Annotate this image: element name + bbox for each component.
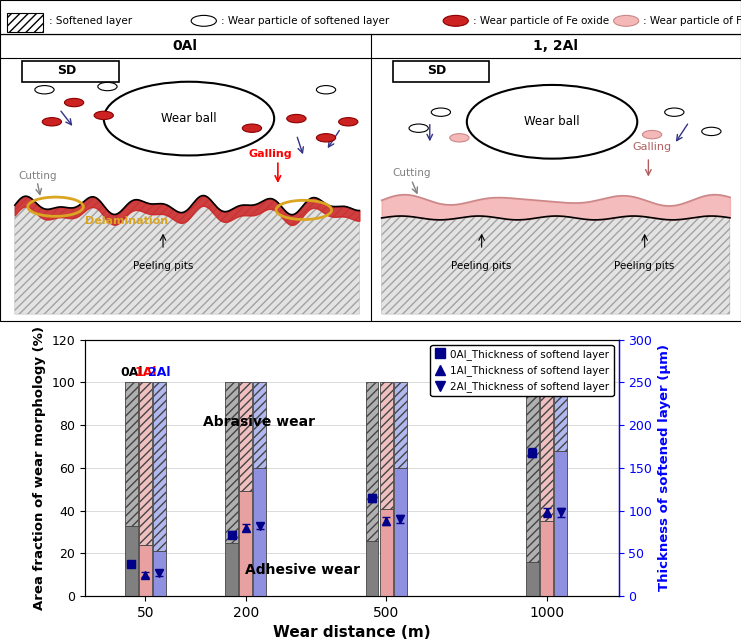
Text: : Softened layer: : Softened layer xyxy=(49,16,132,26)
Bar xyxy=(22,61,119,81)
Bar xyxy=(253,468,266,596)
Bar xyxy=(540,383,553,521)
Circle shape xyxy=(316,134,336,142)
Circle shape xyxy=(702,127,721,135)
Circle shape xyxy=(467,85,637,158)
Circle shape xyxy=(409,124,428,133)
Circle shape xyxy=(450,134,469,142)
Bar xyxy=(239,383,252,492)
Bar xyxy=(365,383,379,540)
Text: : Wear particle of Fe-Al oxide: : Wear particle of Fe-Al oxide xyxy=(643,16,741,26)
Circle shape xyxy=(665,108,684,117)
Circle shape xyxy=(339,117,358,126)
Circle shape xyxy=(191,15,216,26)
Circle shape xyxy=(431,108,451,117)
Bar xyxy=(365,540,379,596)
Bar xyxy=(225,383,238,543)
Text: Peeling pits: Peeling pits xyxy=(614,261,675,271)
Bar xyxy=(393,383,407,468)
Circle shape xyxy=(443,15,468,26)
Circle shape xyxy=(614,15,639,26)
Legend: 0Al_Thickness of softend layer, 1Al_Thickness of softend layer, 2Al_Thickness of: 0Al_Thickness of softend layer, 1Al_Thic… xyxy=(431,345,614,396)
Bar xyxy=(253,383,266,468)
Text: Abrasive wear: Abrasive wear xyxy=(202,415,315,429)
Bar xyxy=(379,383,393,508)
Text: 1, 2Al: 1, 2Al xyxy=(534,40,578,53)
Text: Galling: Galling xyxy=(249,149,292,159)
Text: 2Al: 2Al xyxy=(148,366,170,379)
Y-axis label: Area fraction of wear morphology (%): Area fraction of wear morphology (%) xyxy=(33,326,46,610)
Bar xyxy=(239,492,252,596)
Bar xyxy=(0,33,741,320)
Bar xyxy=(153,551,166,596)
Text: : Wear particle of softened layer: : Wear particle of softened layer xyxy=(221,16,389,26)
Text: Cutting: Cutting xyxy=(393,168,431,178)
Bar xyxy=(540,521,553,596)
Text: 1Al: 1Al xyxy=(134,366,156,379)
Text: 0Al: 0Al xyxy=(173,40,198,53)
Bar xyxy=(393,61,489,81)
Text: Wear ball: Wear ball xyxy=(524,115,580,128)
Bar xyxy=(139,545,152,596)
Bar xyxy=(554,383,567,451)
Text: Peeling pits: Peeling pits xyxy=(451,261,512,271)
Circle shape xyxy=(42,117,62,126)
Bar xyxy=(125,383,138,526)
Text: Galling: Galling xyxy=(633,142,671,153)
Bar xyxy=(139,383,152,545)
Text: 0Al: 0Al xyxy=(120,366,142,379)
Bar xyxy=(153,383,166,551)
Bar xyxy=(379,508,393,596)
Polygon shape xyxy=(15,196,359,314)
Text: Delamination: Delamination xyxy=(85,216,168,226)
Bar xyxy=(554,451,567,596)
Bar xyxy=(526,383,539,562)
Circle shape xyxy=(98,82,117,90)
Bar xyxy=(125,526,138,596)
X-axis label: Wear distance (m): Wear distance (m) xyxy=(273,626,431,640)
Text: Adhesive wear: Adhesive wear xyxy=(245,563,360,578)
Circle shape xyxy=(287,114,306,123)
Circle shape xyxy=(64,98,84,106)
Bar xyxy=(526,562,539,596)
Circle shape xyxy=(316,85,336,94)
Polygon shape xyxy=(382,216,730,314)
Text: : Wear particle of Fe oxide: : Wear particle of Fe oxide xyxy=(473,16,609,26)
Text: Cutting: Cutting xyxy=(19,171,57,181)
Y-axis label: Thickness of softened layer (μm): Thickness of softened layer (μm) xyxy=(658,344,671,592)
Bar xyxy=(0,0,741,33)
Circle shape xyxy=(242,124,262,133)
Text: Peeling pits: Peeling pits xyxy=(133,261,193,271)
Text: SD: SD xyxy=(57,64,76,78)
Bar xyxy=(7,13,43,32)
Circle shape xyxy=(104,82,274,156)
Bar xyxy=(225,543,238,596)
Circle shape xyxy=(94,111,113,119)
Text: Wear ball: Wear ball xyxy=(161,112,217,125)
Circle shape xyxy=(35,85,54,94)
Circle shape xyxy=(642,131,662,139)
Text: SD: SD xyxy=(428,64,447,78)
Bar xyxy=(393,468,407,596)
